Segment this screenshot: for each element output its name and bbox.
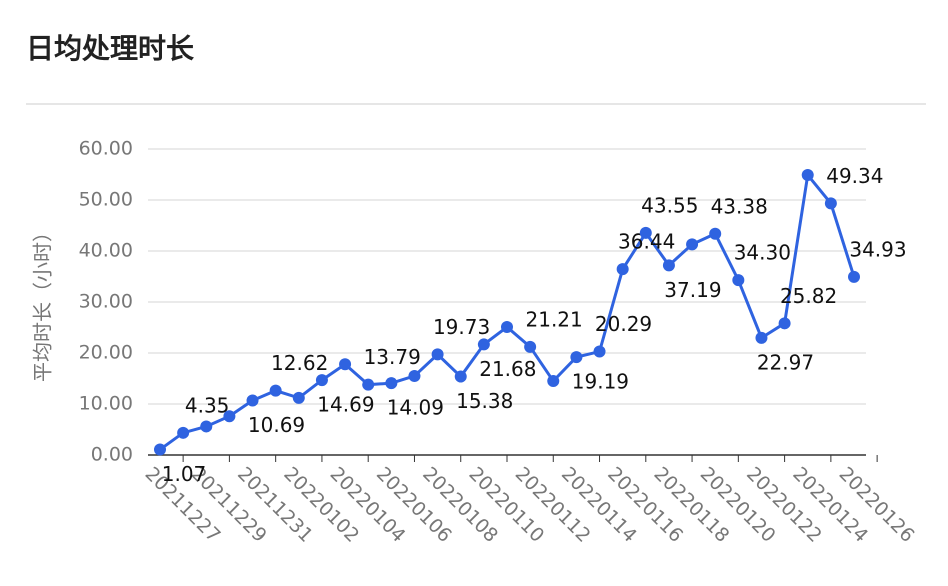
value-label: 13.79 — [364, 345, 421, 369]
value-label: 12.62 — [271, 351, 328, 375]
point — [408, 369, 421, 382]
point — [385, 377, 398, 390]
point — [662, 259, 675, 272]
point — [732, 274, 745, 287]
point — [593, 345, 606, 358]
point — [616, 263, 629, 276]
value-label: 14.09 — [387, 396, 444, 420]
y-tick-label: 10.00 — [79, 393, 133, 415]
y-tick-label: 0.00 — [91, 444, 133, 466]
value-label: 10.69 — [248, 413, 305, 437]
y-tick-label: 20.00 — [79, 342, 133, 364]
point — [524, 340, 537, 353]
point — [154, 443, 166, 456]
point — [200, 420, 213, 433]
point — [292, 391, 305, 404]
point — [686, 238, 699, 251]
y-tick-label: 50.00 — [79, 189, 133, 211]
value-label: 15.38 — [456, 389, 513, 413]
value-label: 19.19 — [572, 370, 629, 394]
point — [362, 378, 375, 391]
chart-title: 日均处理时长 — [26, 32, 194, 65]
value-label: 43.38 — [711, 194, 768, 218]
point — [315, 374, 328, 387]
point — [177, 426, 190, 439]
point — [501, 320, 513, 333]
point — [755, 331, 768, 344]
point — [269, 384, 282, 397]
point — [778, 317, 791, 330]
value-label: 49.34 — [826, 164, 883, 188]
value-label: 34.93 — [849, 237, 906, 261]
value-label: 37.19 — [664, 278, 721, 302]
point — [431, 348, 444, 361]
value-label: 14.69 — [317, 393, 374, 417]
y-axis-label: 平均时长（小时） — [31, 222, 55, 382]
value-label: 19.73 — [433, 315, 490, 339]
point — [477, 338, 490, 351]
value-label: 34.30 — [734, 241, 791, 265]
point — [246, 394, 259, 407]
y-tick-label: 30.00 — [79, 291, 133, 313]
point — [848, 270, 860, 283]
point — [547, 375, 560, 388]
value-label: 1.07 — [162, 462, 207, 486]
point — [639, 226, 652, 239]
point — [454, 370, 467, 383]
point — [223, 410, 236, 423]
point — [339, 358, 352, 371]
value-label: 20.29 — [595, 312, 652, 336]
point — [824, 197, 837, 210]
value-label: 21.21 — [526, 307, 583, 331]
value-label: 43.55 — [641, 193, 698, 217]
value-label: 4.35 — [185, 393, 230, 417]
point — [570, 351, 583, 364]
value-label: 21.68 — [479, 357, 536, 381]
y-tick-label: 60.00 — [79, 138, 133, 160]
point — [709, 227, 722, 240]
value-label: 25.82 — [780, 284, 837, 308]
value-label: 22.97 — [757, 350, 814, 374]
y-tick-label: 40.00 — [79, 240, 133, 262]
point — [801, 169, 814, 182]
